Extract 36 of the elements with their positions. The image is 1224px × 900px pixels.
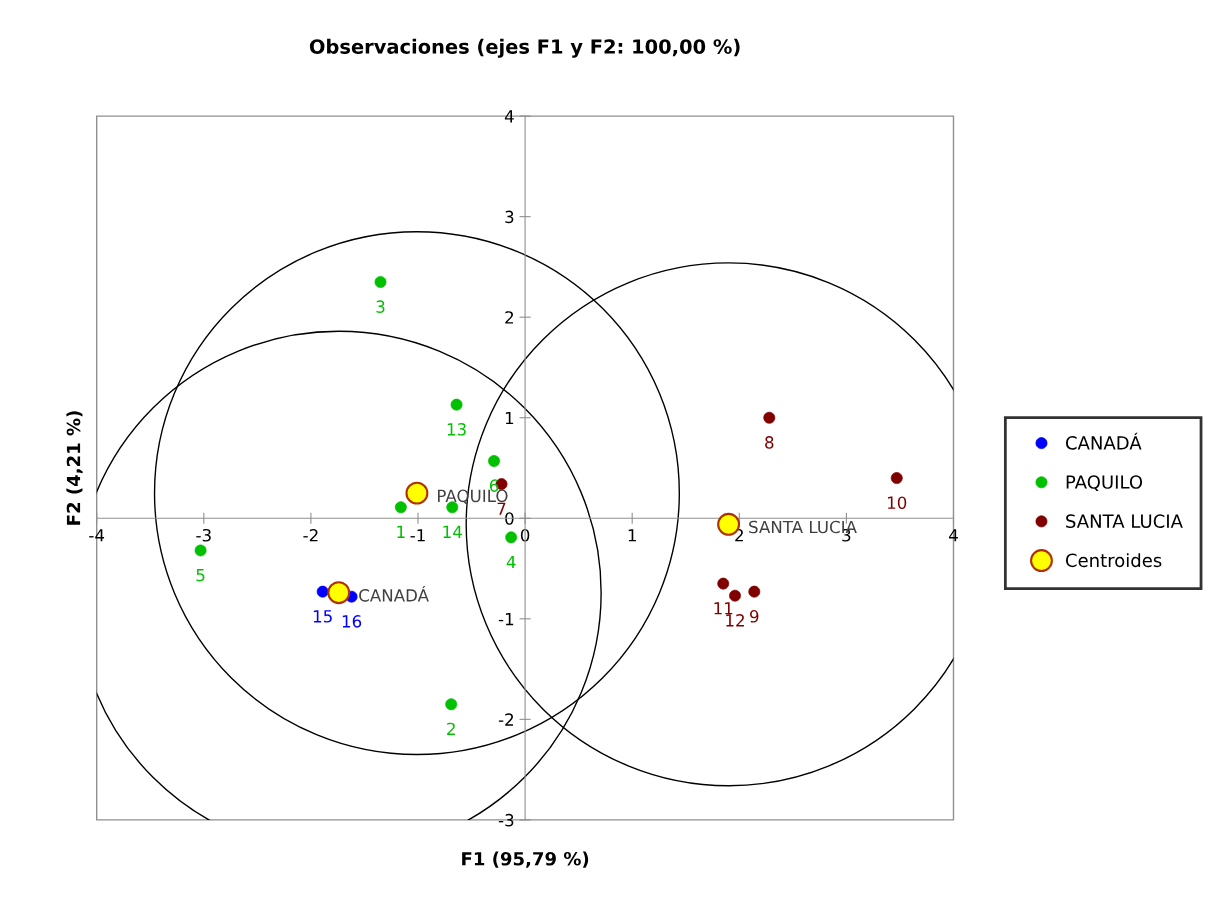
x-tick-label: 0	[520, 528, 530, 542]
annotation: CANADÁ	[359, 586, 429, 602]
x-tick-label: -2	[303, 528, 318, 542]
annotation: 7	[497, 502, 506, 515]
y-tick-label: 4	[504, 110, 514, 123]
x-tick-label: 1	[628, 529, 636, 542]
chart-title: Observaciones (ejes F1 y F2: 100,00 %)	[309, 38, 740, 58]
legend-label: CANADÁ	[1065, 432, 1142, 450]
x-tick-label: -4	[89, 529, 105, 542]
y-tick-label: -2	[498, 713, 514, 726]
annotation: 8	[765, 436, 774, 449]
annotation: 15	[313, 610, 332, 623]
y-tick-label: 0	[505, 512, 514, 525]
legend-label: SANTA LUCIA	[1066, 514, 1183, 528]
annotation: 12	[726, 614, 744, 627]
x-tick-label: 4	[949, 529, 958, 542]
legend-label: PAQUILO	[1066, 475, 1143, 491]
annotation: 11	[714, 602, 733, 615]
y-tick-label: -1	[498, 613, 514, 626]
annotation: 13	[447, 423, 466, 436]
y-tick-label: -3	[498, 813, 514, 827]
annotation: 5	[196, 569, 205, 582]
x-tick-label: -3	[196, 528, 211, 542]
annotation: 10	[887, 496, 907, 510]
annotation: 3	[376, 300, 385, 313]
y-tick-label: 3	[505, 210, 514, 224]
legend-label: Centroides	[1065, 553, 1162, 568]
annotation: 2	[447, 722, 455, 735]
annotation: 9	[750, 610, 759, 623]
y-tick-label: 2	[505, 311, 514, 324]
x-tick-label: -1	[410, 529, 425, 542]
annotation: 14	[443, 525, 462, 538]
x-axis-title: F1 (95,79 %)	[462, 851, 589, 868]
y-axis-title: F2 (4,21 %)	[66, 411, 83, 525]
annotation: 16	[342, 615, 362, 628]
y-tick-label: 1	[505, 411, 514, 425]
